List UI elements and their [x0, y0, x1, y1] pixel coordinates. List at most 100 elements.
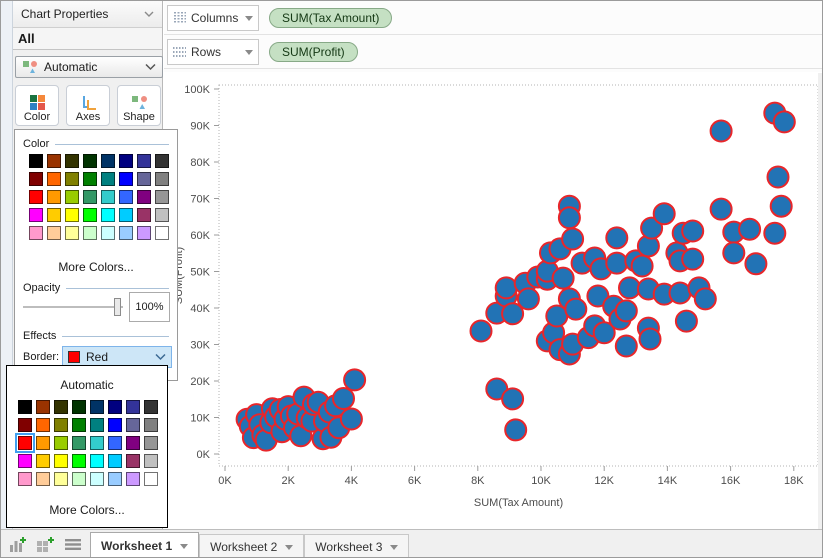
data-point[interactable]	[674, 309, 698, 333]
color-swatch[interactable]	[29, 208, 43, 222]
color-swatch[interactable]	[36, 400, 50, 414]
color-swatch[interactable]	[108, 454, 122, 468]
axes-button[interactable]: Axes	[66, 85, 110, 126]
data-point[interactable]	[744, 252, 768, 276]
data-point[interactable]	[668, 281, 692, 305]
columns-shelf-box[interactable]: Columns	[167, 5, 259, 31]
data-point[interactable]	[564, 297, 588, 321]
data-point[interactable]	[605, 226, 629, 250]
sheet-tab[interactable]: Worksheet 1	[90, 532, 200, 557]
color-swatch[interactable]	[47, 154, 61, 168]
data-point[interactable]	[681, 219, 705, 243]
color-swatch[interactable]	[36, 454, 50, 468]
color-swatch[interactable]	[144, 454, 158, 468]
data-point[interactable]	[738, 217, 762, 241]
color-swatch[interactable]	[18, 472, 32, 486]
mark-type-dropdown[interactable]: Automatic	[15, 56, 163, 78]
data-point[interactable]	[614, 334, 638, 358]
data-point[interactable]	[681, 247, 705, 271]
color-swatch[interactable]	[65, 154, 79, 168]
data-point[interactable]	[614, 299, 638, 323]
sheet-tab[interactable]: Worksheet 3	[304, 534, 410, 557]
data-point[interactable]	[769, 194, 793, 218]
columns-menu-caret[interactable]	[245, 15, 253, 21]
color-swatch[interactable]	[108, 472, 122, 486]
color-swatch[interactable]	[36, 436, 50, 450]
color-swatch[interactable]	[72, 436, 86, 450]
color-swatch[interactable]	[101, 190, 115, 204]
color-swatch[interactable]	[72, 472, 86, 486]
data-point[interactable]	[638, 327, 662, 351]
color-swatch[interactable]	[137, 172, 151, 186]
color-swatch[interactable]	[155, 208, 169, 222]
color-swatch[interactable]	[137, 190, 151, 204]
sheet-tab-caret[interactable]	[180, 543, 189, 549]
data-point[interactable]	[504, 418, 528, 442]
color-swatch[interactable]	[119, 226, 133, 240]
opacity-slider-handle[interactable]	[114, 298, 121, 316]
color-swatch[interactable]	[65, 226, 79, 240]
new-dashboard-icon[interactable]	[36, 536, 55, 553]
color-swatch[interactable]	[108, 436, 122, 450]
color-swatch[interactable]	[144, 400, 158, 414]
color-swatch[interactable]	[119, 172, 133, 186]
shape-button[interactable]: Shape	[117, 85, 161, 126]
color-swatch[interactable]	[83, 226, 97, 240]
data-point[interactable]	[618, 276, 641, 300]
rows-menu-caret[interactable]	[245, 49, 253, 55]
data-point[interactable]	[592, 321, 616, 345]
data-point[interactable]	[501, 387, 525, 411]
color-swatch[interactable]	[126, 400, 140, 414]
data-point[interactable]	[640, 216, 664, 240]
rows-shelf-box[interactable]: Rows	[167, 39, 259, 65]
color-swatch[interactable]	[119, 154, 133, 168]
data-point[interactable]	[551, 266, 575, 290]
data-point[interactable]	[709, 197, 733, 221]
color-swatch[interactable]	[119, 208, 133, 222]
data-point[interactable]	[501, 302, 525, 326]
color-swatch[interactable]	[155, 190, 169, 204]
data-point[interactable]	[516, 287, 540, 311]
color-swatch[interactable]	[18, 400, 32, 414]
color-swatch[interactable]	[18, 454, 32, 468]
rows-pill[interactable]: SUM(Profit)	[269, 42, 358, 62]
data-point[interactable]	[693, 287, 717, 311]
color-swatch[interactable]	[36, 418, 50, 432]
color-swatch[interactable]	[47, 190, 61, 204]
automatic-option[interactable]: Automatic	[60, 378, 114, 392]
color-swatch[interactable]	[83, 172, 97, 186]
color-swatch[interactable]	[83, 190, 97, 204]
color-swatch[interactable]	[18, 418, 32, 432]
color-swatch[interactable]	[65, 172, 79, 186]
color-swatch[interactable]	[126, 454, 140, 468]
data-point[interactable]	[766, 165, 790, 189]
data-point[interactable]	[339, 407, 363, 431]
columns-pill[interactable]: SUM(Tax Amount)	[269, 8, 393, 28]
color-button[interactable]: Color	[15, 85, 59, 126]
opacity-value-field[interactable]: 100%	[129, 292, 170, 322]
color-swatch[interactable]	[90, 418, 104, 432]
data-point[interactable]	[561, 227, 585, 251]
color-swatch[interactable]	[83, 208, 97, 222]
color-swatch[interactable]	[155, 154, 169, 168]
color-swatch[interactable]	[101, 226, 115, 240]
collapse-panel-icon[interactable]	[144, 10, 154, 18]
color-swatch[interactable]	[29, 154, 43, 168]
data-point[interactable]	[557, 206, 581, 230]
data-point[interactable]	[630, 254, 654, 278]
color-swatch[interactable]	[54, 436, 68, 450]
more-colors-link[interactable]: More Colors...	[49, 503, 125, 517]
data-point[interactable]	[709, 119, 733, 143]
color-swatch[interactable]	[15, 433, 35, 453]
color-swatch[interactable]	[119, 190, 133, 204]
color-swatch[interactable]	[126, 472, 140, 486]
color-swatch[interactable]	[29, 190, 43, 204]
data-point[interactable]	[652, 202, 676, 226]
color-swatch[interactable]	[29, 226, 43, 240]
data-point[interactable]	[772, 110, 796, 134]
data-point[interactable]	[332, 387, 355, 410]
color-swatch[interactable]	[108, 418, 122, 432]
color-swatch[interactable]	[65, 190, 79, 204]
color-swatch[interactable]	[90, 436, 104, 450]
color-swatch[interactable]	[101, 154, 115, 168]
